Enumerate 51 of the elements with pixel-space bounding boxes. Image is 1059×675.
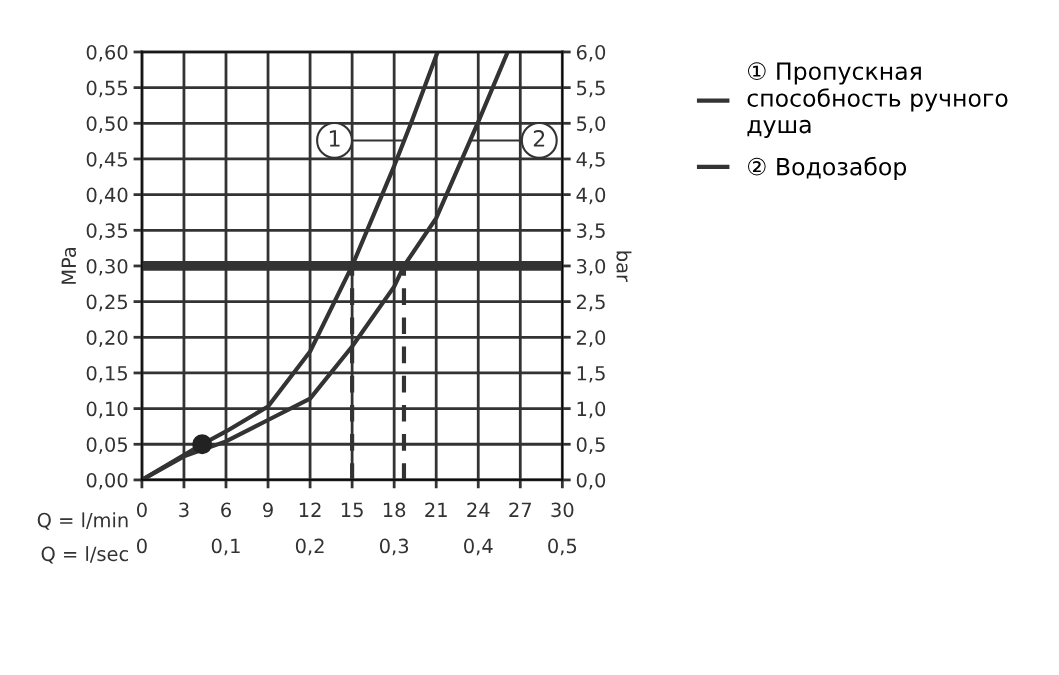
x2-tick-label: 0,1 — [211, 538, 240, 556]
y-tick-label: 0,10 — [86, 401, 128, 419]
y2-tick-label: 5,5 — [577, 80, 605, 98]
y-tick-label: 0,15 — [86, 365, 128, 383]
y-tick-label: 0,05 — [86, 437, 128, 454]
x2-tick-label: 0,2 — [295, 538, 324, 556]
x-tick-label: 18 — [383, 502, 406, 518]
y-tick-label: 0,45 — [86, 151, 128, 169]
y2-tick-label: 6,0 — [576, 44, 606, 62]
x2-axis-title: Q = l/sec — [41, 546, 128, 564]
y2-axis-title: bar — [616, 251, 632, 283]
y-axis-title: MPa — [61, 247, 77, 284]
y2-tick-label: 1,0 — [577, 401, 606, 419]
annotation: 1 — [329, 130, 340, 147]
x-tick-label: 6 — [221, 502, 231, 518]
y2-tick-label: 2,0 — [576, 330, 606, 347]
y-tick-label: 0,30 — [86, 258, 128, 276]
x2-tick-label: 0,3 — [379, 538, 409, 556]
y-tick-label: 0,35 — [86, 223, 128, 240]
y2-tick-label: 3,0 — [577, 258, 606, 276]
y2-tick-label: 5,0 — [577, 116, 606, 133]
x2-tick-label: 0 — [137, 538, 147, 554]
y-tick-label: 0,25 — [86, 294, 128, 312]
y2-tick-label: 0,5 — [576, 437, 605, 454]
y-tick-label: 0,60 — [86, 44, 128, 62]
legend-label: ① Пропускная способность ручного душа — [747, 62, 1008, 138]
y-tick-label: 0,55 — [86, 80, 128, 98]
x-tick-label: 12 — [299, 502, 321, 517]
y2-tick-label: 4,0 — [576, 187, 606, 205]
y2-tick-label: 3,5 — [577, 223, 605, 240]
x-tick-label: 3 — [179, 502, 189, 518]
x-tick-label: 30 — [551, 502, 574, 518]
y-tick-label: 0,50 — [86, 116, 128, 133]
x-tick-label: 27 — [509, 502, 531, 517]
x2-tick-label: 0,5 — [548, 538, 577, 556]
x-tick-label: 24 — [467, 502, 490, 517]
y2-tick-label: 4,5 — [576, 152, 605, 169]
x-tick-label: 15 — [341, 502, 363, 518]
x2-tick-label: 0,4 — [464, 538, 493, 556]
legend-label: ② Водозабор — [747, 156, 907, 181]
annotation: 2 — [533, 130, 545, 147]
x-tick-label: 21 — [425, 502, 447, 517]
y-tick-label: 0,00 — [86, 472, 128, 490]
y2-tick-label: 0,0 — [576, 472, 606, 490]
y2-tick-label: 2,5 — [576, 294, 605, 312]
x-axis-title: Q = l/min — [37, 512, 128, 530]
y-tick-label: 0,20 — [86, 330, 128, 347]
y2-tick-label: 1,5 — [577, 366, 605, 383]
y-tick-label: 0,40 — [86, 187, 128, 205]
x-tick-label: 9 — [263, 502, 273, 518]
x-tick-label: 0 — [137, 502, 147, 518]
